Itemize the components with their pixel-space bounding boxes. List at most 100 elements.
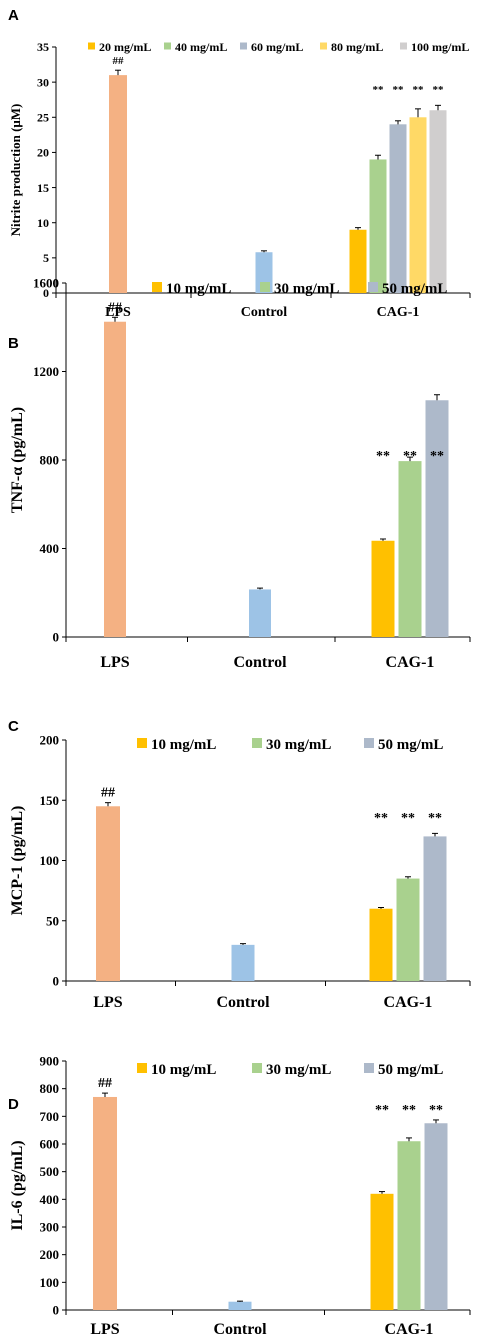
chart-panel-a: A 0 5 10 15 20 25 30 35 Nitrite production (μM) LP… [8,7,471,320]
legend-label: 50 mg/mL [378,1062,443,1078]
significance-label: ## [108,300,122,315]
bar [423,836,447,981]
y-tick-label: 30 [37,75,49,89]
y-tick-label: 0 [53,630,60,645]
significance-label: ** [428,811,442,826]
significance-label: ** [413,84,425,96]
x-category-label: Control [213,1321,267,1338]
y-tick-label: 100 [40,853,60,868]
x-category-label: LPS [90,1321,119,1338]
bar [429,110,447,293]
y-tick-label: 25 [37,110,49,124]
legend-swatch [164,42,171,50]
y-tick-label: 800 [40,453,60,468]
y-tick-label: 15 [37,181,49,195]
legend-swatch [152,282,162,292]
x-category-label: CAG-1 [377,305,420,320]
significance-label: ** [430,449,444,464]
significance-label: ## [98,1076,112,1091]
panel-letter: C [8,718,19,735]
panel-letter: B [8,335,19,352]
significance-label: ## [101,786,115,801]
y-tick-label: 20 [37,146,49,160]
legend-label: 30 mg/mL [266,737,331,753]
significance-label: ** [393,84,405,96]
bar [371,540,395,637]
y-tick-label: 35 [37,40,49,54]
panel-letter: D [8,1096,19,1113]
legend-swatch [320,42,327,50]
x-category-label: LPS [100,654,129,671]
bar [409,117,427,294]
x-category-label: Control [233,654,287,671]
legend-label: 40 mg/mL [175,40,227,54]
y-tick-label: 5 [43,251,49,265]
x-category-label: LPS [93,994,122,1011]
significance-label: ** [375,1103,389,1118]
legend-swatch [88,42,95,50]
bar [249,589,271,637]
significance-label: ** [403,449,417,464]
legend-swatch [240,42,247,50]
bar [96,806,120,981]
legend-label: 60 mg/mL [251,40,303,54]
legend-swatch [364,1063,374,1073]
legend-label: 100 mg/mL [411,40,469,54]
x-category-label: Control [216,994,270,1011]
legend-swatch [252,738,262,748]
bar [369,159,387,293]
bar [369,908,393,981]
bar [397,1141,421,1310]
bar [349,229,367,293]
y-tick-label: 50 [46,913,59,928]
y-tick-label: 400 [40,541,60,556]
x-category-label: CAG-1 [386,654,435,671]
legend-label: 80 mg/mL [331,40,383,54]
legend-swatch [368,282,378,292]
y-tick-label: 600 [40,1137,60,1152]
y-tick-label: 900 [40,1054,60,1069]
panel-letter: A [8,7,19,24]
y-tick-label: 100 [40,1275,60,1290]
legend-swatch [400,42,407,50]
significance-label: ** [401,811,415,826]
significance-label: ** [374,811,388,826]
legend-label: 20 mg/mL [99,40,151,54]
bar [425,400,449,637]
significance-label: ** [402,1103,416,1118]
y-tick-label: 800 [40,1081,60,1096]
x-category-label: Control [241,305,288,320]
bar [231,944,255,981]
x-category-label: CAG-1 [385,1321,434,1338]
chart-panel-c: C 0 50 100 150 200 MCP-1 (pg/mL) LPS Control CAG-… [8,718,471,1011]
legend-label: 30 mg/mL [274,281,339,297]
y-axis-label: TNF-α (pg/mL) [9,407,26,513]
legend-swatch [252,1063,262,1073]
legend-swatch [364,738,374,748]
y-tick-label: 0 [53,1303,60,1318]
y-tick-label: 0 [53,974,60,989]
y-tick-label: 1600 [33,276,59,291]
legend-label: 30 mg/mL [266,1062,331,1078]
x-category-label: CAG-1 [384,994,433,1011]
y-tick-label: 400 [40,1192,60,1207]
bar [396,878,420,981]
chart-panel-d: D 0 100 200 300 400 500 600 700 800 900 IL-6 (pg/mL… [8,1054,471,1338]
legend-label: 50 mg/mL [382,281,447,297]
y-axis-label: Nitrite production (μM) [8,104,23,237]
y-tick-label: 200 [40,733,60,748]
legend-swatch [137,1063,147,1073]
legend-swatch [260,282,270,292]
bar [228,1301,252,1310]
y-axis-label: IL-6 (pg/mL) [9,1140,26,1230]
y-tick-label: 700 [40,1109,60,1124]
y-tick-label: 300 [40,1220,60,1235]
y-tick-label: 0 [43,286,49,300]
bar [93,1096,117,1310]
y-tick-label: 10 [37,216,49,230]
bar [109,75,127,293]
significance-label: ## [113,55,125,67]
bar [389,124,407,293]
